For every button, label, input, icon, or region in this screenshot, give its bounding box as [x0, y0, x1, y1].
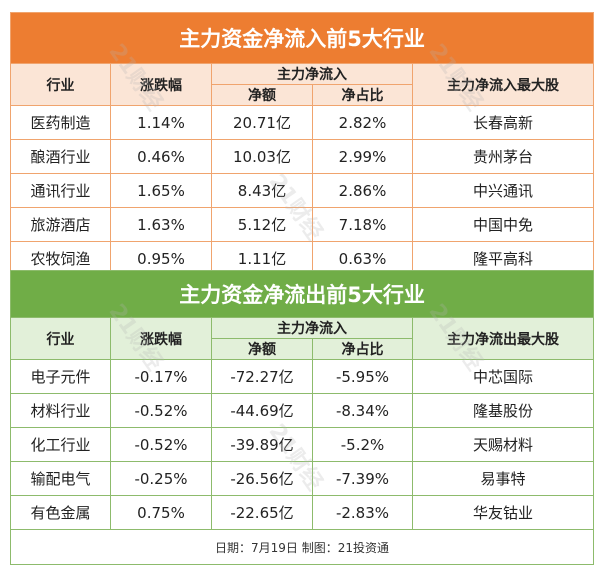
header-change: 涨跌幅: [110, 317, 212, 360]
cell-amount: -22.65亿: [211, 495, 313, 530]
header-top-stock: 主力净流出最大股: [411, 317, 595, 360]
table-row: 旅游酒店 1.63% 5.12亿 7.18% 中国中免: [10, 207, 595, 242]
cell-ratio: -8.34%: [312, 393, 413, 428]
cell-amount: 10.03亿: [211, 139, 313, 174]
cell-industry: 有色金属: [10, 495, 111, 530]
footer-note: 日期：7月19日 制图：21投资通: [9, 529, 595, 565]
outflow-table: 主力资金净流出前5大行业 行业 涨跌幅 主力净流入 主力净流出最大股 净额 净占比 电子…: [9, 270, 595, 565]
cell-ratio: -5.95%: [312, 359, 413, 394]
cell-amount: -44.69亿: [211, 393, 313, 428]
cell-change: -0.25%: [110, 461, 212, 496]
table-row: 材料行业 -0.52% -44.69亿 -8.34% 隆基股份: [10, 393, 595, 428]
table-row: 酿酒行业 0.46% 10.03亿 2.99% 贵州茅台: [10, 139, 595, 174]
table-row: 化工行业 -0.52% -39.89亿 -5.2% 天赐材料: [10, 427, 595, 462]
cell-ratio: 2.86%: [312, 173, 413, 208]
header-ratio: 净占比: [312, 338, 413, 360]
cell-industry: 输配电气: [10, 461, 111, 496]
cell-ratio: 2.82%: [312, 105, 413, 140]
cell-amount: -72.27亿: [211, 359, 313, 394]
header-top-stock: 主力净流入最大股: [411, 63, 595, 106]
cell-amount: 8.43亿: [211, 173, 313, 208]
header-industry: 行业: [10, 63, 111, 106]
cell-ratio: -7.39%: [312, 461, 413, 496]
cell-top-stock: 中兴通讯: [411, 173, 595, 208]
cell-ratio: -5.2%: [312, 427, 413, 462]
outflow-title: 主力资金净流出前5大行业: [9, 270, 595, 318]
cell-change: 1.63%: [110, 207, 212, 242]
table-row: 输配电气 -0.25% -26.56亿 -7.39% 易事特: [10, 461, 595, 496]
cell-ratio: 2.99%: [312, 139, 413, 174]
cell-change: 1.14%: [110, 105, 212, 140]
cell-amount: 20.71亿: [211, 105, 313, 140]
cell-industry: 酿酒行业: [10, 139, 111, 174]
cell-change: 1.65%: [110, 173, 212, 208]
cell-change: -0.52%: [110, 393, 212, 428]
header-change: 涨跌幅: [110, 63, 212, 106]
cell-top-stock: 中国中免: [411, 207, 595, 242]
header-main: 主力净流入: [211, 63, 413, 85]
cell-change: 0.75%: [110, 495, 212, 530]
table-row: 通讯行业 1.65% 8.43亿 2.86% 中兴通讯: [10, 173, 595, 208]
cell-amount: 5.12亿: [211, 207, 313, 242]
cell-ratio: 7.18%: [312, 207, 413, 242]
cell-amount: -26.56亿: [211, 461, 313, 496]
cell-industry: 旅游酒店: [10, 207, 111, 242]
header-amount: 净额: [211, 338, 313, 360]
cell-top-stock: 长春高新: [411, 105, 595, 140]
cell-change: -0.52%: [110, 427, 212, 462]
header-amount: 净额: [211, 84, 313, 106]
table-row: 医药制造 1.14% 20.71亿 2.82% 长春高新: [10, 105, 595, 140]
cell-industry: 医药制造: [10, 105, 111, 140]
header-industry: 行业: [10, 317, 111, 360]
cell-change: -0.17%: [110, 359, 212, 394]
cell-top-stock: 中芯国际: [411, 359, 595, 394]
header-main: 主力净流入: [211, 317, 413, 339]
cell-ratio: -2.83%: [312, 495, 413, 530]
inflow-table: 主力资金净流入前5大行业 行业 涨跌幅 主力净流入 主力净流入最大股 净额 净占比 医药…: [9, 12, 595, 276]
cell-top-stock: 隆基股份: [411, 393, 595, 428]
cell-top-stock: 易事特: [411, 461, 595, 496]
table-row: 有色金属 0.75% -22.65亿 -2.83% 华友钴业: [10, 495, 595, 530]
cell-industry: 电子元件: [10, 359, 111, 394]
table-row: 电子元件 -0.17% -72.27亿 -5.95% 中芯国际: [10, 359, 595, 394]
cell-top-stock: 天赐材料: [411, 427, 595, 462]
inflow-title: 主力资金净流入前5大行业: [9, 12, 595, 64]
cell-amount: -39.89亿: [211, 427, 313, 462]
cell-change: 0.46%: [110, 139, 212, 174]
header-ratio: 净占比: [312, 84, 413, 106]
cell-industry: 材料行业: [10, 393, 111, 428]
cell-industry: 通讯行业: [10, 173, 111, 208]
cell-top-stock: 贵州茅台: [411, 139, 595, 174]
cell-top-stock: 华友钴业: [411, 495, 595, 530]
cell-industry: 化工行业: [10, 427, 111, 462]
